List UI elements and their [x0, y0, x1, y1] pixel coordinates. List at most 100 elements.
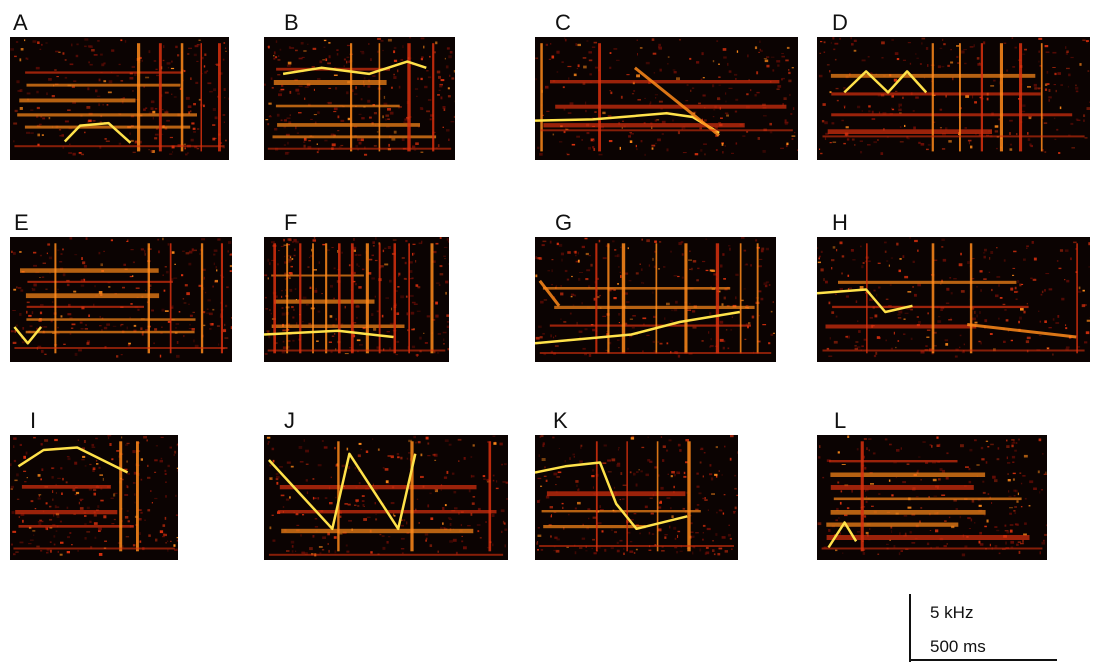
harmonic-band	[830, 510, 986, 515]
noise-speck	[36, 90, 39, 94]
noise-speck	[400, 548, 405, 550]
noise-speck	[720, 264, 723, 268]
noise-speck	[173, 277, 178, 279]
noise-speck	[69, 317, 73, 319]
noise-speck	[597, 522, 602, 525]
noise-speck	[275, 472, 279, 476]
spectrogram-texture	[266, 435, 508, 557]
noise-speck	[334, 496, 337, 499]
noise-speck	[927, 143, 931, 146]
noise-speck	[37, 497, 41, 500]
noise-speck	[61, 134, 64, 137]
noise-speck	[64, 120, 69, 123]
noise-speck	[285, 289, 287, 291]
noise-speck	[424, 342, 428, 344]
noise-speck	[403, 519, 406, 522]
noise-speck	[162, 59, 165, 62]
noise-speck	[393, 46, 397, 50]
noise-speck	[605, 244, 609, 247]
noise-speck	[998, 552, 1001, 555]
noise-speck	[292, 316, 295, 319]
noise-speck	[413, 252, 416, 255]
noise-speck	[860, 151, 863, 154]
noise-speck	[733, 511, 736, 512]
spectrogram-texture	[264, 37, 455, 156]
noise-speck	[355, 499, 359, 502]
panel-label-k: K	[553, 408, 568, 433]
noise-speck	[273, 51, 276, 55]
noise-speck	[346, 56, 350, 58]
noise-speck	[348, 520, 352, 522]
noise-speck	[856, 531, 860, 533]
noise-speck	[397, 69, 399, 73]
noise-speck	[1059, 249, 1064, 252]
noise-speck	[387, 246, 391, 249]
noise-speck	[620, 246, 622, 248]
noise-speck	[700, 78, 703, 80]
noise-speck	[187, 152, 189, 154]
broadband-click	[350, 43, 353, 152]
noise-speck	[420, 453, 423, 457]
noise-speck	[963, 49, 967, 51]
noise-speck	[72, 488, 76, 492]
noise-speck	[644, 153, 646, 156]
spectrogram-k	[535, 435, 738, 560]
noise-speck	[319, 60, 323, 64]
noise-speck	[193, 249, 197, 252]
noise-speck	[724, 445, 726, 448]
noise-speck	[410, 294, 414, 297]
time-scale-bar	[909, 659, 1057, 661]
noise-speck	[898, 269, 901, 273]
noise-speck	[376, 310, 379, 313]
noise-speck	[788, 71, 791, 75]
noise-speck	[13, 122, 18, 125]
noise-speck	[398, 272, 401, 276]
noise-speck	[220, 274, 222, 277]
noise-speck	[443, 476, 448, 479]
noise-speck	[356, 339, 361, 342]
noise-speck	[314, 121, 317, 125]
noise-speck	[51, 467, 54, 469]
noise-speck	[72, 101, 76, 104]
harmonic-band	[546, 491, 686, 497]
noise-speck	[445, 280, 449, 284]
noise-speck	[570, 295, 573, 298]
noise-speck	[451, 77, 455, 80]
noise-speck	[945, 302, 950, 304]
noise-speck	[29, 325, 33, 328]
noise-speck	[588, 354, 592, 357]
noise-speck	[902, 255, 905, 258]
noise-speck	[777, 85, 782, 88]
noise-speck	[93, 514, 97, 517]
noise-speck	[603, 444, 607, 447]
noise-speck	[818, 456, 821, 459]
noise-speck	[636, 471, 639, 473]
noise-speck	[729, 537, 732, 540]
noise-speck	[687, 309, 692, 311]
noise-speck	[608, 341, 612, 345]
frequency-trace	[817, 288, 913, 314]
noise-speck	[916, 57, 919, 59]
noise-speck	[948, 516, 951, 519]
noise-speck	[10, 488, 13, 490]
noise-speck	[608, 140, 613, 143]
noise-speck	[42, 262, 46, 264]
noise-speck	[643, 122, 646, 124]
noise-speck	[124, 516, 129, 519]
noise-speck	[926, 148, 929, 151]
noise-speck	[323, 46, 326, 48]
noise-speck	[460, 524, 462, 527]
noise-speck	[744, 338, 747, 340]
broadband-click	[393, 243, 396, 354]
noise-speck	[1002, 303, 1006, 306]
noise-speck	[630, 519, 634, 521]
noise-speck	[971, 317, 976, 321]
noise-speck	[757, 290, 762, 293]
noise-speck	[192, 127, 196, 130]
noise-speck	[751, 315, 755, 319]
noise-speck	[542, 114, 544, 116]
noise-speck	[111, 458, 114, 461]
harmonic-band	[26, 83, 181, 87]
broadband-click	[687, 441, 691, 552]
noise-speck	[209, 90, 213, 93]
